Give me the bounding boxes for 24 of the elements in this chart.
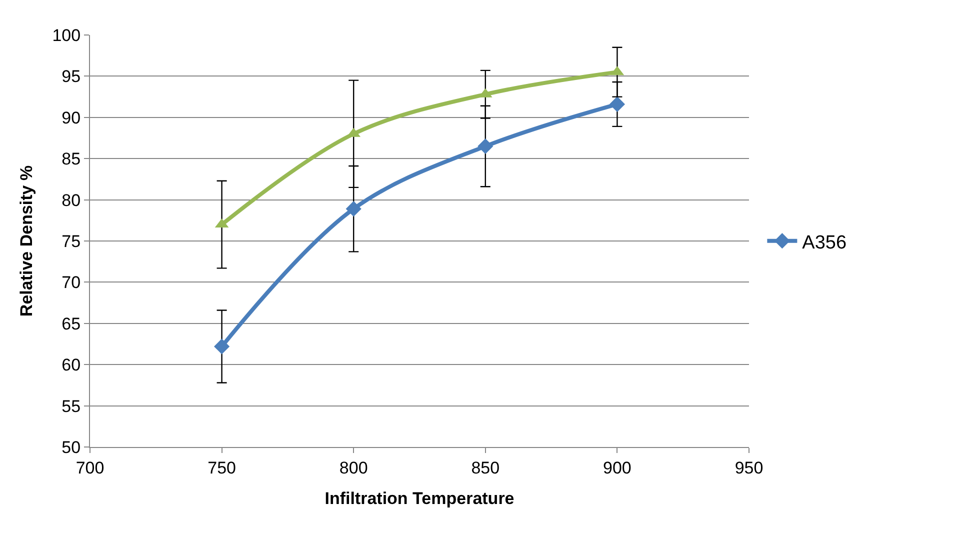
x-tick-label: 700 <box>76 458 104 478</box>
y-tick-label: 90 <box>62 108 81 128</box>
y-axis-title: Relative Density % <box>16 165 36 317</box>
y-tick-label: 100 <box>52 26 81 45</box>
x-tick-label: 750 <box>208 458 236 478</box>
y-tick-label: 50 <box>62 438 81 457</box>
legend-label: A356 <box>802 232 847 254</box>
y-tick-label: 55 <box>62 396 81 416</box>
y-tick-label: 75 <box>62 232 81 251</box>
y-tick-label: 65 <box>62 314 81 334</box>
point <box>346 201 362 217</box>
x-tick-label: 850 <box>471 458 500 478</box>
x-tick-label: 950 <box>734 458 764 478</box>
point <box>214 338 230 354</box>
point <box>478 138 494 154</box>
x-tick-label: 900 <box>603 458 632 478</box>
point <box>609 96 625 112</box>
y-tick-label: 85 <box>62 150 81 169</box>
y-tick-label: 60 <box>62 356 81 375</box>
y-tick-label: 95 <box>62 67 81 86</box>
y-tick-label: 80 <box>62 190 81 210</box>
y-tick-label: 70 <box>62 273 81 292</box>
x-axis-title: Infiltration Temperature <box>324 488 514 508</box>
x-tick-label: 800 <box>339 458 368 478</box>
